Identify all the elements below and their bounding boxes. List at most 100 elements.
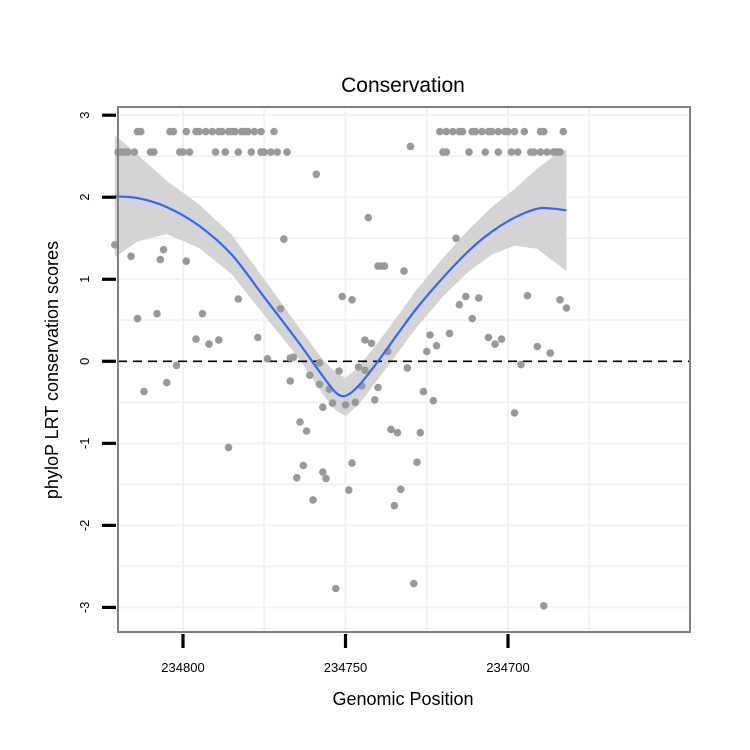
data-point — [156, 255, 165, 264]
data-point — [510, 127, 519, 136]
data-point — [319, 403, 327, 412]
data-point — [244, 127, 252, 136]
data-point — [289, 353, 298, 362]
data-point — [322, 474, 330, 483]
x-tick-label: 234700 — [486, 660, 529, 675]
data-point — [234, 295, 243, 303]
data-point — [374, 383, 382, 392]
data-point — [455, 300, 464, 309]
data-point — [111, 241, 119, 249]
data-point — [211, 148, 220, 156]
data-point — [432, 341, 441, 350]
data-point — [169, 127, 178, 136]
data-point — [484, 333, 493, 342]
data-points — [111, 127, 571, 610]
data-point — [348, 296, 356, 304]
data-point — [332, 584, 340, 593]
data-point — [536, 148, 545, 156]
data-point — [452, 234, 460, 243]
y-tick-label: 2 — [77, 194, 92, 201]
data-point — [127, 252, 135, 261]
data-point — [338, 292, 347, 301]
data-point — [403, 364, 412, 372]
data-point — [293, 474, 301, 482]
data-point — [182, 257, 191, 266]
data-point — [491, 340, 499, 348]
y-tick-label: 3 — [77, 112, 92, 119]
data-point — [172, 361, 181, 370]
data-point — [302, 427, 311, 435]
y-tick-label: 1 — [77, 276, 92, 283]
data-point — [510, 409, 519, 417]
data-point — [504, 127, 512, 136]
x-axis-title: Genomic Position — [332, 689, 473, 709]
data-point — [465, 148, 473, 156]
data-point — [315, 359, 324, 367]
data-point — [406, 142, 415, 151]
data-point — [462, 292, 470, 301]
data-point — [481, 148, 490, 156]
data-point — [400, 267, 408, 275]
data-point — [273, 148, 282, 156]
data-point — [361, 336, 369, 344]
data-point — [478, 127, 486, 136]
data-point — [371, 396, 379, 404]
data-point — [514, 148, 522, 156]
data-point — [250, 127, 259, 136]
data-point — [195, 127, 204, 136]
data-point — [179, 148, 187, 156]
data-point — [397, 485, 405, 494]
data-point — [494, 127, 503, 136]
data-point — [507, 148, 516, 156]
data-point — [416, 428, 425, 437]
data-point — [221, 148, 230, 156]
y-axis-title: phyloP LRT conservation scores — [42, 241, 62, 499]
x-tick-label: 234750 — [324, 660, 367, 675]
data-point — [540, 127, 548, 136]
data-point — [429, 396, 438, 405]
data-point — [140, 387, 148, 396]
data-point — [234, 148, 243, 156]
data-point — [556, 148, 564, 156]
x-axis: 234800 234750 234700 — [161, 634, 530, 675]
data-point — [202, 127, 210, 136]
data-point — [208, 127, 217, 136]
data-point — [520, 127, 529, 136]
smooth-line — [114, 195, 567, 398]
data-point — [335, 367, 343, 375]
data-point — [341, 401, 350, 409]
data-point — [494, 148, 503, 156]
data-point — [319, 468, 327, 476]
data-point — [224, 443, 233, 452]
data-point — [523, 291, 532, 300]
y-tick-label: 0 — [77, 358, 92, 365]
data-point — [387, 425, 395, 434]
data-point — [533, 342, 542, 351]
data-point — [283, 148, 291, 156]
data-point — [543, 148, 551, 156]
data-point — [215, 336, 223, 344]
data-point — [442, 148, 451, 156]
data-point — [198, 309, 207, 318]
data-point — [426, 331, 434, 339]
data-point — [442, 127, 451, 136]
data-point — [367, 339, 376, 348]
data-point — [436, 127, 444, 136]
data-point — [205, 340, 213, 348]
data-point — [546, 349, 555, 357]
data-point — [263, 355, 272, 363]
data-point — [413, 458, 421, 467]
data-point — [497, 335, 506, 343]
data-point — [306, 371, 314, 380]
data-point — [351, 398, 360, 407]
plot-panel-border — [117, 106, 691, 633]
data-point — [540, 602, 548, 610]
data-point — [559, 127, 568, 136]
chart-title: Conservation — [341, 74, 465, 97]
data-point — [280, 235, 288, 243]
y-tick-label: -3 — [77, 602, 92, 614]
data-point — [231, 127, 239, 136]
data-point — [328, 399, 337, 407]
data-point — [488, 127, 496, 136]
